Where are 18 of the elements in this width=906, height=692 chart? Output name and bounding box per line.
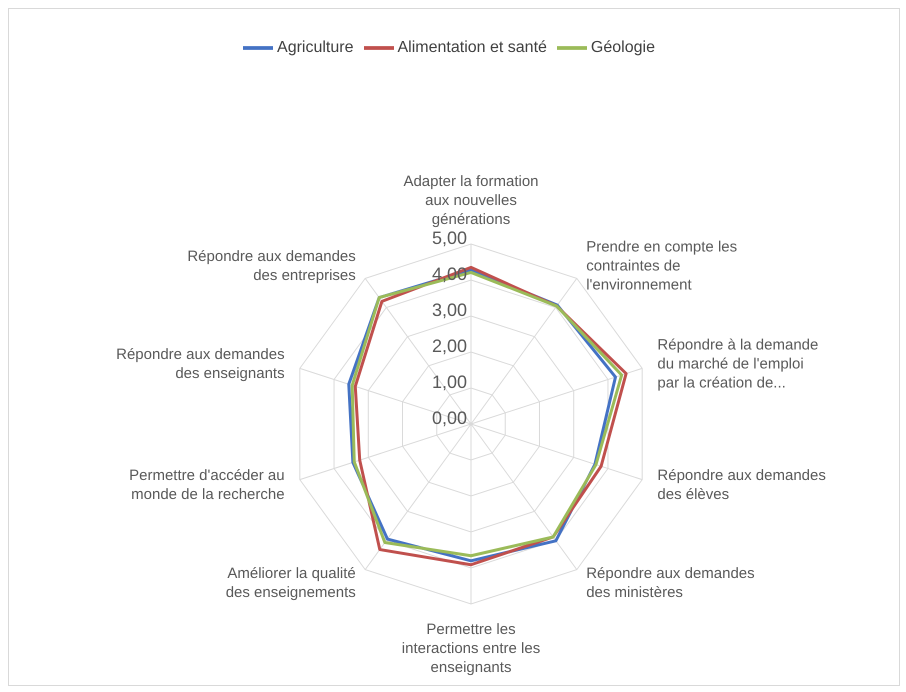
legend-label: Géologie bbox=[590, 39, 655, 56]
y-tick-label: 5,00 bbox=[432, 228, 467, 248]
y-tick-label: 3,00 bbox=[432, 300, 467, 320]
y-tick-label: 2,00 bbox=[432, 336, 467, 356]
spoke-label: Répondre aux demandes des ministères bbox=[586, 565, 755, 602]
spoke-label: Répondre à la demande du marché de l'emploi par la création de... bbox=[657, 336, 818, 392]
spoke-label: Améliorer la qualité des enseignements bbox=[226, 565, 356, 602]
spoke-label: Permettre d'accéder au monde de la recherche bbox=[129, 467, 285, 504]
spoke-label: Répondre aux demandes des entreprises bbox=[187, 248, 356, 284]
spoke-label: Répondre aux demandes des enseignants bbox=[116, 346, 285, 382]
legend-label: Alimentation et santé bbox=[398, 39, 547, 56]
y-tick-label: 0,00 bbox=[432, 408, 467, 428]
legend-label: Agriculture bbox=[277, 39, 354, 56]
spoke-label: Adapter la formation aux nouvelles générations bbox=[403, 173, 539, 228]
spoke-label: Prendre en compte les contraintes de l'environnement bbox=[586, 238, 738, 294]
spoke-label: Permettre les interactions entre les enseignants bbox=[402, 621, 540, 676]
y-tick-label: 1,00 bbox=[432, 372, 467, 392]
spoke-label: Répondre aux demandes des élèves bbox=[657, 467, 826, 504]
